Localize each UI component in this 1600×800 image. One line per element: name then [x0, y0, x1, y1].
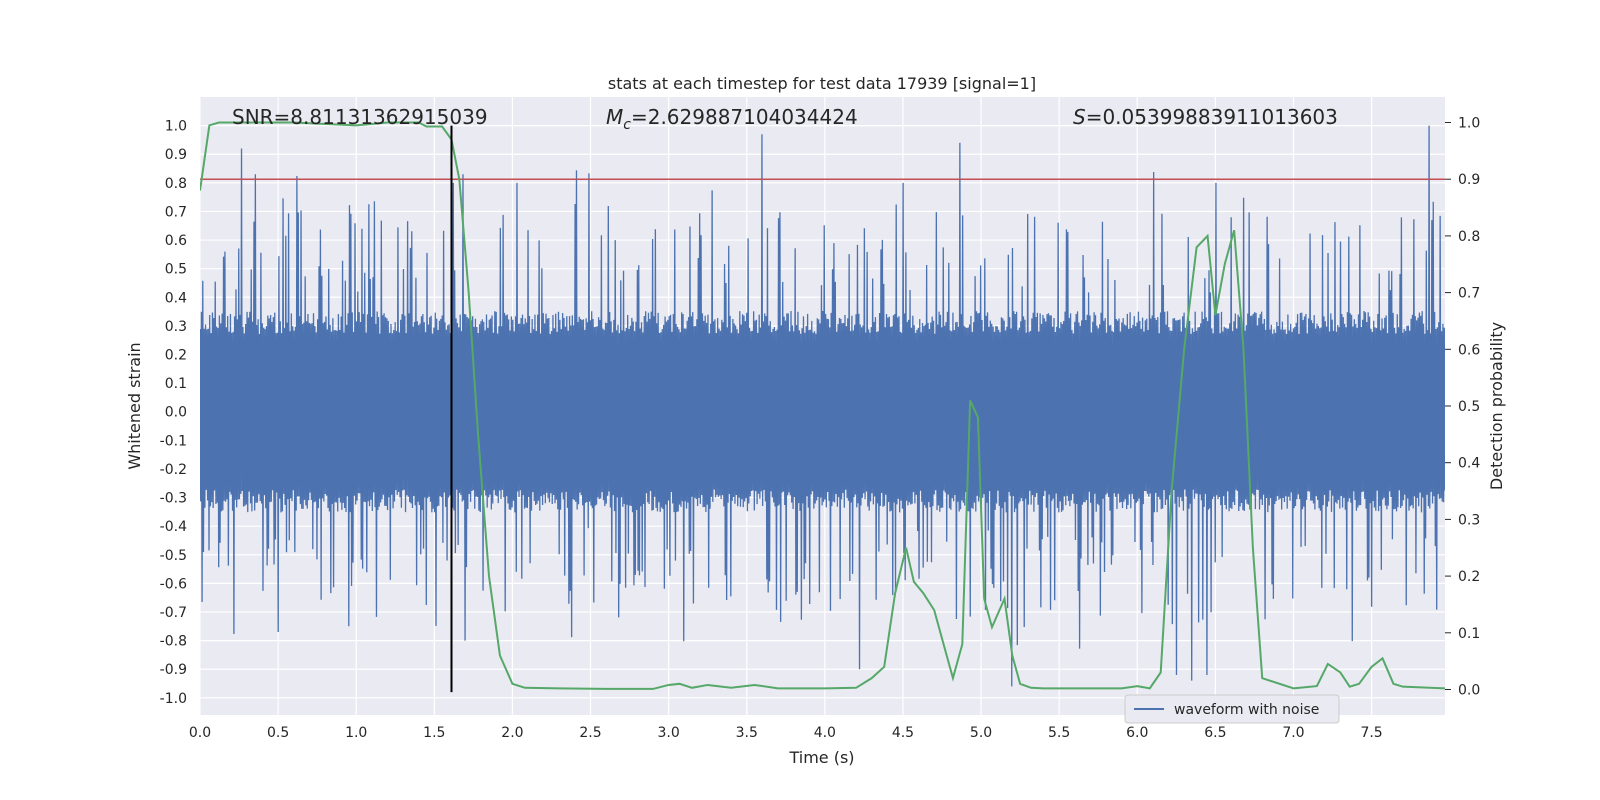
x-tick-label: 7.0	[1282, 725, 1304, 741]
x-tick-label: 7.5	[1360, 725, 1382, 741]
x-tick-label: 1.5	[423, 725, 445, 741]
chart-title: stats at each timestep for test data 179…	[608, 74, 1036, 93]
left-y-axis-label: Whitened strain	[125, 342, 144, 469]
left-y-tick-label: 1.0	[165, 119, 187, 135]
right-y-tick-label: 0.2	[1458, 569, 1480, 585]
right-y-axis-label: Detection probability	[1487, 322, 1506, 490]
left-y-tick-label: 0.0	[165, 405, 187, 421]
left-y-tick-label: -0.1	[160, 433, 187, 449]
mc-annotation: Mc=2.629887104034424	[606, 105, 858, 133]
series-detection-probability	[200, 121, 1445, 690]
right-y-axis-ticks: 1.0 0.9 0.8 0.7 0.6 0.5 0.4 0.3 0.2 0.1 0.0	[1445, 116, 1480, 698]
left-y-tick-label: -0.9	[160, 662, 187, 678]
x-tick-label: 0.5	[267, 725, 289, 741]
x-tick-label: 6.0	[1126, 725, 1148, 741]
left-y-tick-label: 0.9	[165, 147, 187, 163]
legend-label-waveform: waveform with noise	[1174, 702, 1319, 718]
right-y-tick-label: 0.1	[1458, 626, 1480, 642]
right-y-tick-label: 0.4	[1458, 456, 1480, 472]
s-value: =0.05399883911013603	[1086, 105, 1338, 129]
right-y-tick-label: 0.0	[1458, 682, 1480, 698]
mc-subscript: c	[623, 117, 631, 133]
legend-box	[1124, 694, 1340, 724]
left-y-tick-label: 0.3	[165, 319, 187, 335]
left-y-tick-label: 0.5	[165, 262, 187, 278]
x-tick-label: 5.5	[1048, 725, 1070, 741]
x-tick-label: 6.5	[1204, 725, 1226, 741]
plot-clip	[200, 121, 1445, 690]
left-y-tick-label: 0.8	[165, 176, 187, 192]
left-y-axis-ticks: 1.0 0.9 0.8 0.7 0.6 0.5 0.4 0.3 0.2 0.1 0.0 -0.1 -0.…	[160, 119, 187, 707]
legend: waveform with noise	[1124, 694, 1340, 724]
left-y-tick-label: -1.0	[160, 691, 187, 707]
x-tick-label: 1.0	[345, 725, 367, 741]
x-tick-label: 4.0	[814, 725, 836, 741]
plot-content	[200, 121, 1445, 690]
x-axis-label: Time (s)	[788, 748, 854, 767]
x-axis-ticks: 0.0 0.5 1.0 1.5 2.0 2.5 3.0 3.5 4.0 4.5 5.0 5.5 6.0 6…	[189, 725, 1383, 741]
left-y-tick-label: -0.3	[160, 491, 187, 507]
left-y-tick-label: -0.4	[160, 519, 187, 535]
right-y-tick-label: 0.9	[1458, 172, 1480, 188]
x-tick-label: 2.0	[501, 725, 523, 741]
left-y-tick-label: -0.7	[160, 605, 187, 621]
mc-symbol: M	[606, 105, 623, 129]
right-y-tick-label: 0.7	[1458, 286, 1480, 302]
left-y-tick-label: 0.4	[165, 290, 187, 306]
plot-region	[200, 121, 1445, 693]
x-tick-label: 5.0	[970, 725, 992, 741]
left-y-tick-label: 0.1	[165, 376, 187, 392]
s-annotation: S=0.05399883911013603	[1073, 105, 1338, 129]
right-y-tick-label: 1.0	[1458, 116, 1480, 132]
right-y-tick-label: 0.8	[1458, 229, 1480, 245]
snr-annotation: SNR=8.81131362915039	[232, 105, 488, 129]
left-y-tick-label: -0.5	[160, 548, 187, 564]
left-y-tick-label: 0.2	[165, 348, 187, 364]
s-symbol: S	[1073, 105, 1086, 129]
x-tick-label: 3.0	[657, 725, 679, 741]
right-y-tick-label: 0.3	[1458, 512, 1480, 528]
left-y-tick-label: -0.6	[160, 576, 187, 592]
x-tick-label: 3.5	[736, 725, 758, 741]
left-y-tick-label: 0.6	[165, 233, 187, 249]
x-tick-label: 2.5	[579, 725, 601, 741]
mc-value: =2.629887104034424	[631, 105, 858, 129]
left-y-tick-label: -0.2	[160, 462, 187, 478]
right-y-tick-label: 0.6	[1458, 342, 1480, 358]
x-tick-label: 0.0	[189, 725, 211, 741]
x-tick-label: 4.5	[892, 725, 914, 741]
left-y-tick-label: -0.8	[160, 634, 187, 650]
left-y-tick-label: 0.7	[165, 204, 187, 220]
right-y-tick-label: 0.5	[1458, 399, 1480, 415]
series-waveform-with-noise	[200, 125, 1445, 687]
